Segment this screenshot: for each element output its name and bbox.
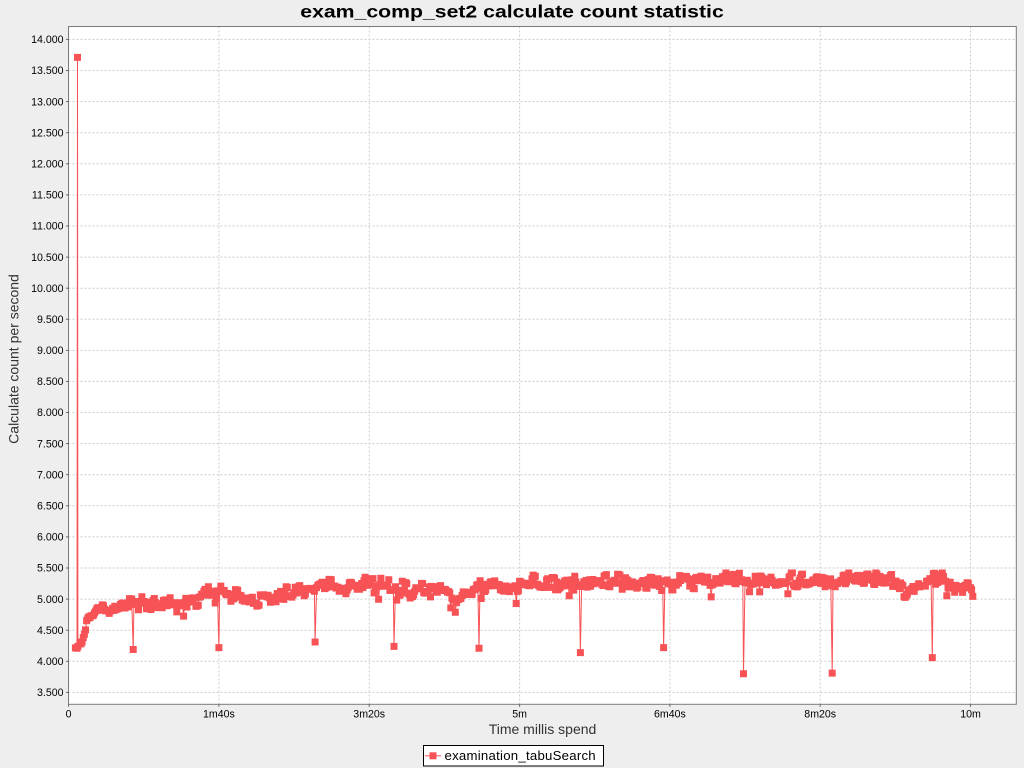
svg-text:12.500: 12.500 [31, 127, 64, 139]
svg-text:9.500: 9.500 [37, 314, 64, 326]
svg-text:9.000: 9.000 [37, 345, 64, 357]
svg-text:4.000: 4.000 [37, 656, 64, 668]
svg-text:8m20s: 8m20s [804, 709, 836, 721]
svg-text:11.500: 11.500 [32, 190, 64, 202]
svg-text:10m: 10m [960, 709, 981, 721]
svg-text:13.000: 13.000 [31, 96, 64, 108]
svg-text:3.500: 3.500 [37, 687, 64, 699]
svg-text:5m: 5m [512, 709, 527, 721]
svg-text:examination_tabuSearch: examination_tabuSearch [445, 748, 596, 763]
svg-text:Calculate count per second: Calculate count per second [6, 274, 22, 444]
svg-text:6m40s: 6m40s [654, 709, 686, 721]
svg-text:1m40s: 1m40s [203, 709, 235, 721]
svg-text:5.500: 5.500 [37, 563, 64, 575]
svg-text:8.500: 8.500 [37, 376, 64, 388]
svg-text:Time millis spend: Time millis spend [489, 721, 597, 737]
svg-text:6.500: 6.500 [37, 501, 64, 513]
svg-text:0: 0 [66, 709, 72, 721]
svg-text:4.500: 4.500 [37, 625, 64, 637]
svg-text:14.000: 14.000 [31, 34, 64, 46]
svg-text:exam_comp_set2 calculate count: exam_comp_set2 calculate count statistic [300, 2, 724, 22]
svg-text:5.000: 5.000 [37, 594, 64, 606]
svg-text:7.500: 7.500 [37, 438, 64, 450]
svg-text:6.000: 6.000 [37, 532, 64, 544]
svg-text:12.000: 12.000 [31, 159, 64, 171]
svg-text:7.000: 7.000 [37, 469, 64, 481]
svg-text:10.500: 10.500 [31, 252, 64, 264]
svg-text:8.000: 8.000 [37, 407, 64, 419]
svg-text:13.500: 13.500 [31, 65, 64, 77]
svg-text:3m20s: 3m20s [353, 709, 385, 721]
svg-text:11.000: 11.000 [32, 221, 64, 233]
svg-text:10.000: 10.000 [31, 283, 64, 295]
